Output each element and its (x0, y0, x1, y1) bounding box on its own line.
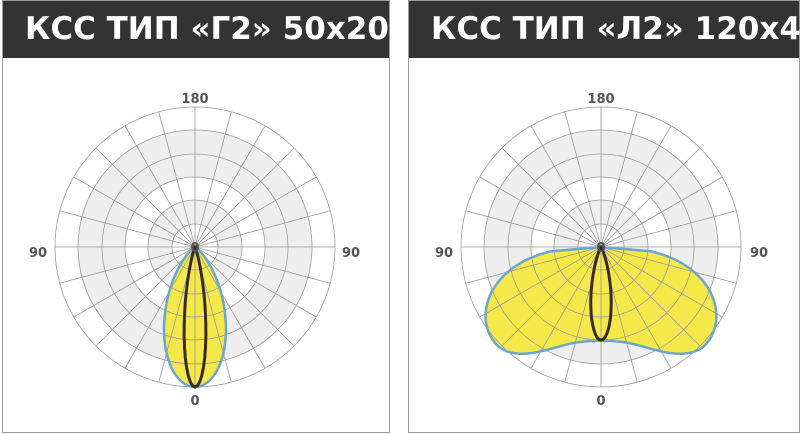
label-180: 180 (181, 92, 208, 107)
label-90-right: 90 (342, 246, 360, 261)
label-0-bottom: 0 (190, 394, 199, 409)
panel-title: КСС ТИП «Л2» 120x40° (409, 1, 800, 58)
label-180: 180 (587, 92, 614, 107)
inner-curve (589, 245, 613, 342)
label-90-left: 90 (29, 246, 47, 261)
polar-chart-g2 (54, 106, 336, 389)
label-90-left: 90 (435, 246, 453, 261)
label-90-right: 90 (750, 246, 768, 261)
panel-title: КСС ТИП «Г2» 50x20° (3, 1, 404, 58)
label-0-center: 0 (596, 241, 605, 256)
label-0-center: 0 (190, 241, 199, 256)
inner-curve (182, 245, 208, 389)
polar-chart-l2 (460, 106, 742, 388)
label-0-bottom: 0 (596, 394, 605, 409)
